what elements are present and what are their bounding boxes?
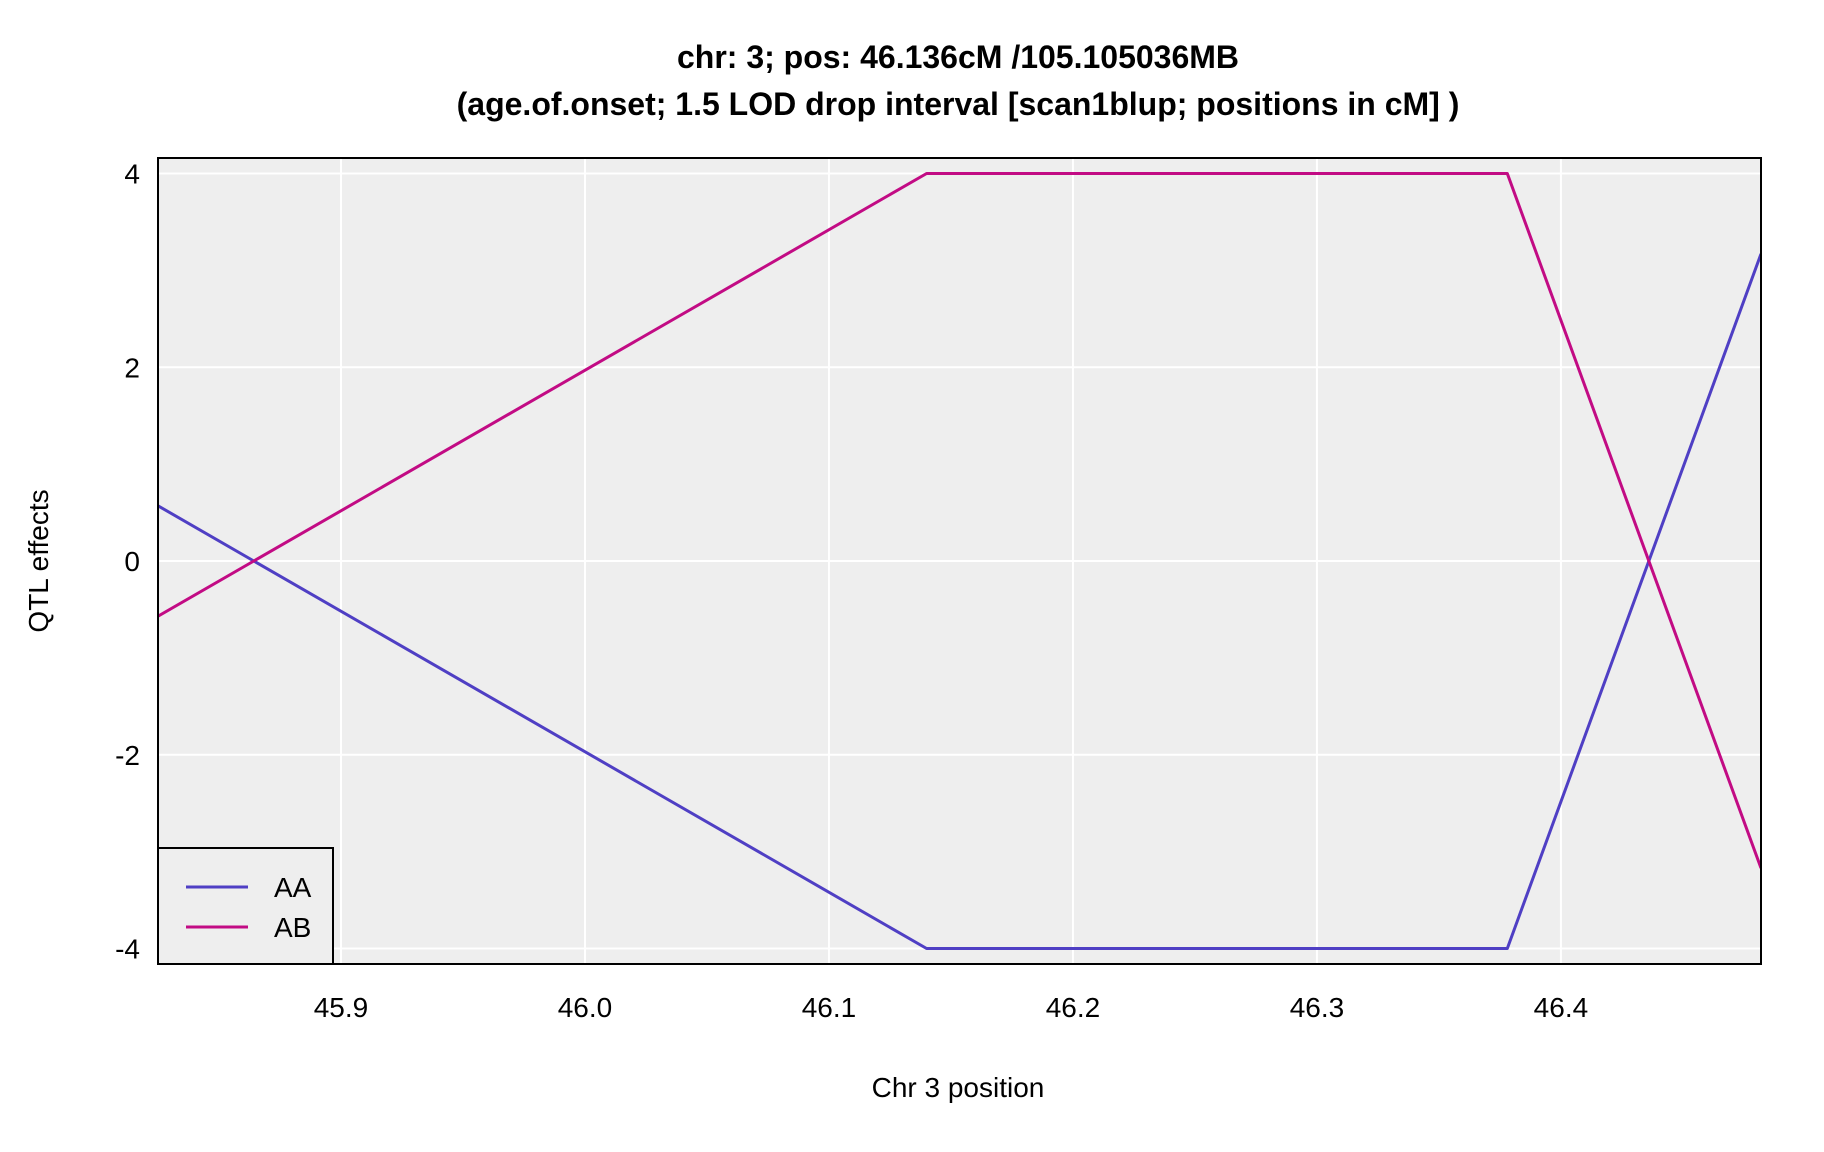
series-line-aa [158,253,1761,950]
x-tick-label: 46.4 [1534,992,1589,1023]
y-tick-label: 2 [124,352,140,383]
x-tick-label: 46.1 [802,992,857,1023]
legend-label-aa: AA [274,872,312,903]
y-tick-label: 4 [124,159,140,190]
y-tick-label: 0 [124,546,140,577]
chart-subtitle: (age.of.onset; 1.5 LOD drop interval [sc… [457,86,1460,122]
y-axis-ticks: -4 -2 0 2 4 [115,159,140,965]
legend: AA AB [157,847,334,965]
y-tick-label: -2 [115,740,140,771]
series-line-ab [158,172,1761,869]
plot-frame [157,157,1762,965]
y-axis-label: QTL effects [23,489,54,632]
y-tick-label: -4 [115,934,140,965]
chart-title: chr: 3; pos: 46.136cM /105.105036MB [677,39,1239,75]
x-axis-ticks: 45.9 46.0 46.1 46.2 46.3 46.4 [314,992,1588,1023]
legend-box [157,847,334,965]
x-axis-label: Chr 3 position [872,1072,1045,1103]
x-tick-label: 45.9 [314,992,369,1023]
series-lines [158,172,1761,950]
x-tick-label: 46.0 [558,992,613,1023]
x-tick-label: 46.3 [1290,992,1345,1023]
legend-label-ab: AB [274,912,311,943]
x-tick-label: 46.2 [1046,992,1101,1023]
